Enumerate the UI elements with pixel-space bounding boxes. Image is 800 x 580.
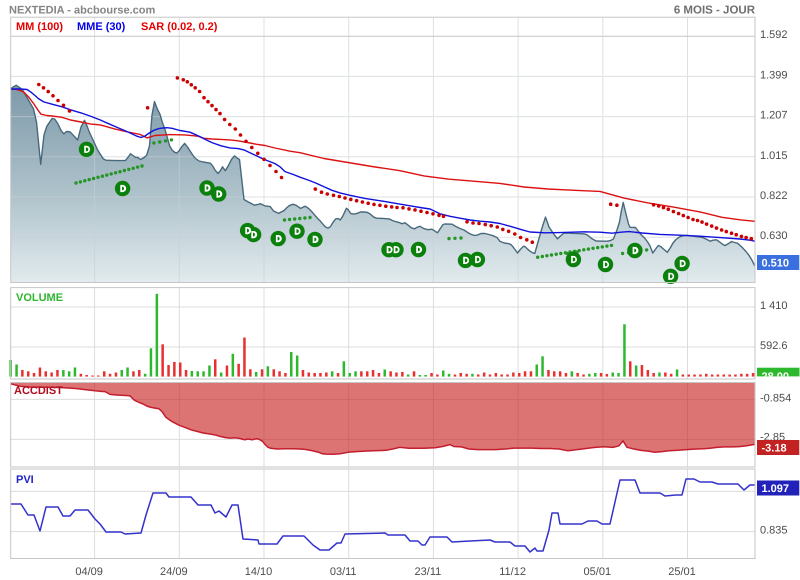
svg-text:PVI: PVI <box>16 474 34 486</box>
svg-text:28.00: 28.00 <box>762 371 790 383</box>
svg-text:1.592: 1.592 <box>760 29 788 41</box>
svg-text:23/11: 23/11 <box>415 566 442 578</box>
svg-text:1.399: 1.399 <box>760 69 788 81</box>
svg-text:6 MOIS - JOUR: 6 MOIS - JOUR <box>674 5 756 17</box>
svg-text:0.822: 0.822 <box>760 190 788 202</box>
svg-text:25/01: 25/01 <box>668 566 696 578</box>
svg-text:1 410: 1 410 <box>760 300 788 312</box>
svg-text:11/12: 11/12 <box>499 566 526 578</box>
svg-text:1.207: 1.207 <box>760 110 788 122</box>
svg-text:592.6: 592.6 <box>760 340 788 352</box>
svg-text:0.835: 0.835 <box>760 525 788 537</box>
svg-text:MM (100): MM (100) <box>16 21 63 33</box>
svg-text:VOLUME: VOLUME <box>16 292 63 304</box>
svg-text:04/09: 04/09 <box>75 566 103 578</box>
svg-text:-3.18: -3.18 <box>762 443 787 455</box>
svg-text:-0.854: -0.854 <box>760 392 791 404</box>
svg-text:05/01: 05/01 <box>584 566 612 578</box>
svg-text:1.097: 1.097 <box>762 483 790 495</box>
svg-text:0.510: 0.510 <box>762 258 790 270</box>
svg-text:MME (30): MME (30) <box>77 21 126 33</box>
svg-text:NEXTEDIA - abcbourse.com: NEXTEDIA - abcbourse.com <box>9 5 156 17</box>
svg-text:24/09: 24/09 <box>160 566 188 578</box>
svg-text:03/11: 03/11 <box>330 566 357 578</box>
svg-text:1.015: 1.015 <box>760 150 788 162</box>
svg-text:14/10: 14/10 <box>245 566 273 578</box>
svg-text:ACCDIST: ACCDIST <box>14 385 63 397</box>
svg-text:0.630: 0.630 <box>760 230 788 242</box>
svg-text:SAR (0.02, 0.2): SAR (0.02, 0.2) <box>141 21 218 33</box>
